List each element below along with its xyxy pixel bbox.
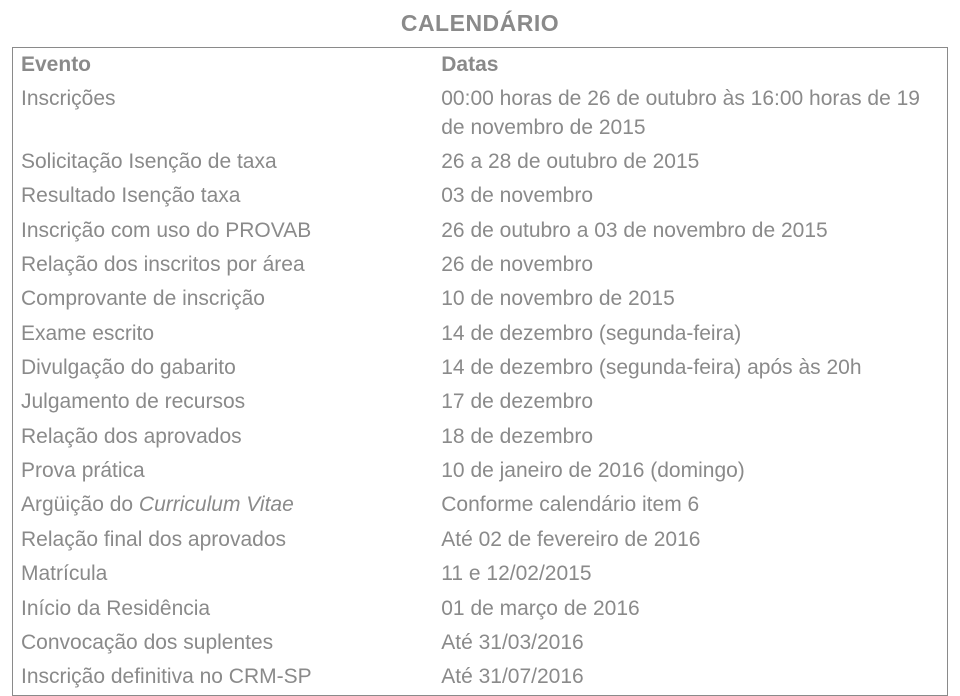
cell-event: Inscrições [13,82,434,145]
table-row: Solicitação Isenção de taxa 26 a 28 de o… [13,145,948,179]
cell-dates: 26 de novembro [433,248,947,282]
cell-dates: 01 de março de 2016 [433,592,947,626]
cell-event-italic: Curriculum Vitae [139,493,294,516]
header-dates: Datas [433,48,947,83]
cell-dates: 14 de dezembro (segunda-feira) após às 2… [433,351,947,385]
cell-dates: Até 31/07/2016 [433,660,947,695]
table-row: Relação dos inscritos por área 26 de nov… [13,248,948,282]
header-event: Evento [13,48,434,83]
cell-event: Relação dos aprovados [13,420,434,454]
table-row: Divulgação do gabarito 14 de dezembro (s… [13,351,948,385]
cell-dates: Até 31/03/2016 [433,626,947,660]
table-row: Argüição do Curriculum Vitae Conforme ca… [13,488,948,522]
cell-event: Prova prática [13,454,434,488]
cell-event: Solicitação Isenção de taxa [13,145,434,179]
table-row: Comprovante de inscrição 10 de novembro … [13,282,948,316]
cell-dates: 10 de janeiro de 2016 (domingo) [433,454,947,488]
cell-dates: 26 a 28 de outubro de 2015 [433,145,947,179]
calendar-table: Evento Datas Inscrições 00:00 horas de 2… [12,47,948,696]
cell-dates: 10 de novembro de 2015 [433,282,947,316]
calendar-title: CALENDÁRIO [12,10,948,37]
table-row: Inscrição definitiva no CRM-SP Até 31/07… [13,660,948,695]
cell-dates: Conforme calendário item 6 [433,488,947,522]
cell-event-prefix: Argüição do [21,493,139,516]
table-row: Convocação dos suplentes Até 31/03/2016 [13,626,948,660]
cell-event: Comprovante de inscrição [13,282,434,316]
cell-event: Resultado Isenção taxa [13,179,434,213]
table-row: Prova prática 10 de janeiro de 2016 (dom… [13,454,948,488]
table-row: Matrícula 11 e 12/02/2015 [13,557,948,591]
table-row: Julgamento de recursos 17 de dezembro [13,385,948,419]
cell-event: Divulgação do gabarito [13,351,434,385]
cell-event: Início da Residência [13,592,434,626]
cell-dates: Até 02 de fevereiro de 2016 [433,523,947,557]
cell-event: Relação dos inscritos por área [13,248,434,282]
table-row: Inscrição com uso do PROVAB 26 de outubr… [13,214,948,248]
cell-event: Exame escrito [13,317,434,351]
table-row: Resultado Isenção taxa 03 de novembro [13,179,948,213]
table-row: Início da Residência 01 de março de 2016 [13,592,948,626]
table-header-row: Evento Datas [13,48,948,83]
cell-event: Relação final dos aprovados [13,523,434,557]
table-row: Inscrições 00:00 horas de 26 de outubro … [13,82,948,145]
table-row: Exame escrito 14 de dezembro (segunda-fe… [13,317,948,351]
cell-event: Argüição do Curriculum Vitae [13,488,434,522]
cell-dates: 17 de dezembro [433,385,947,419]
cell-dates: 03 de novembro [433,179,947,213]
cell-event: Matrícula [13,557,434,591]
table-row: Relação dos aprovados 18 de dezembro [13,420,948,454]
cell-dates: 00:00 horas de 26 de outubro às 16:00 ho… [433,82,947,145]
cell-event: Inscrição com uso do PROVAB [13,214,434,248]
cell-event: Julgamento de recursos [13,385,434,419]
cell-event: Convocação dos suplentes [13,626,434,660]
cell-dates: 11 e 12/02/2015 [433,557,947,591]
table-row: Relação final dos aprovados Até 02 de fe… [13,523,948,557]
cell-dates: 26 de outubro a 03 de novembro de 2015 [433,214,947,248]
cell-dates: 14 de dezembro (segunda-feira) [433,317,947,351]
cell-event: Inscrição definitiva no CRM-SP [13,660,434,695]
cell-dates: 18 de dezembro [433,420,947,454]
